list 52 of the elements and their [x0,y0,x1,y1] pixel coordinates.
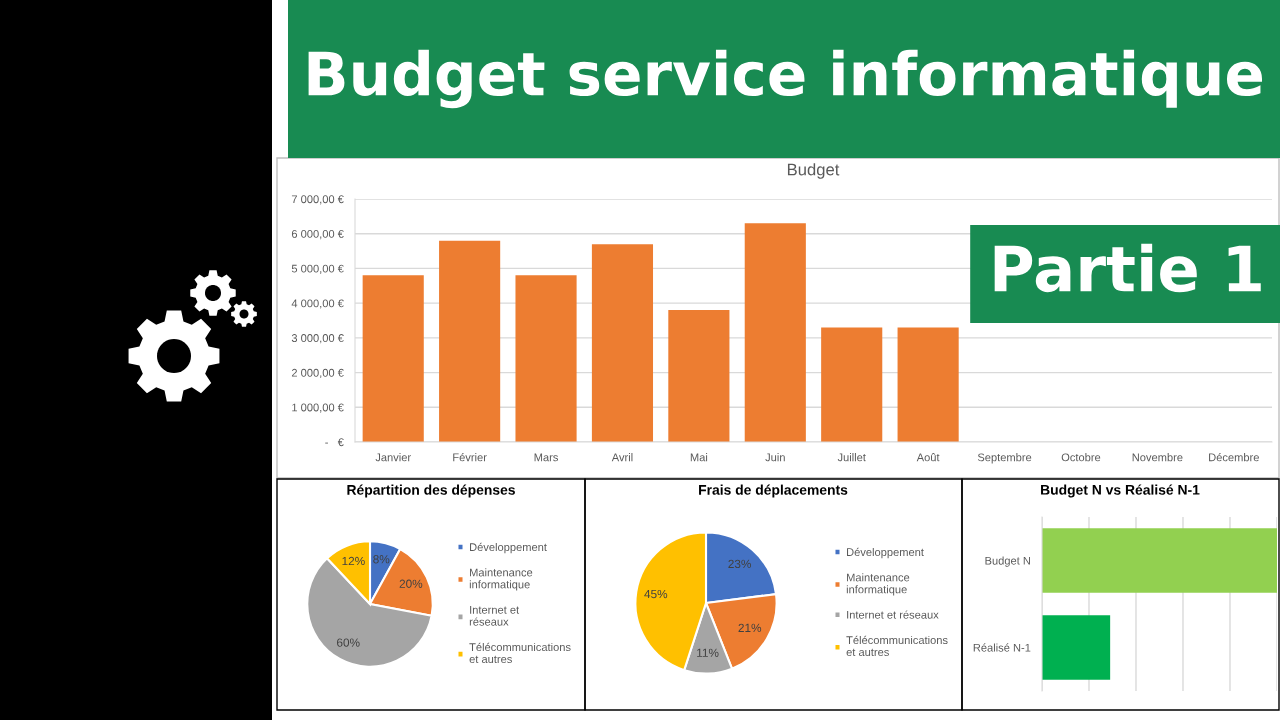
legend-label: Internet et réseaux [469,605,520,626]
data-label: 21% [738,623,762,632]
legend-label: Télécommunications et autres [469,642,571,664]
x-tick-label: Septembre [977,453,1032,464]
y-tick-label: Budget N [985,556,1030,567]
bar [897,327,959,442]
text: Budget service informatique [308,49,1262,109]
data-label: 8% [373,555,390,564]
legend-label: Télécommunications et autres [846,635,948,657]
bar [668,310,730,442]
x-tick-label: Juin [765,453,785,462]
bar [439,240,501,442]
y-tick-label: 7 000,00 € [291,195,344,205]
bar [744,223,806,442]
data-label: 60% [337,638,360,647]
data-label: 12% [342,556,365,566]
bar [591,244,654,442]
legend-label: Internet et réseaux [847,610,939,619]
x-tick-label: Mars [534,453,558,462]
x-tick-label: Novembre [1132,453,1183,462]
y-tick-label: - € [325,438,344,447]
legend-label: Développement [847,547,924,559]
chart-title: Frais de déplacements [699,484,848,498]
chart-title: Répartition des dépenses [347,484,515,498]
bar [515,275,577,442]
x-tick-label: Janvier [375,453,411,462]
legend-label: Maintenance informatique [846,573,910,596]
legend-label: Développement [470,542,547,554]
data-label: 23% [728,559,751,569]
x-tick-label: Avril [611,453,633,462]
y-tick-label: 3 000,00 € [291,334,344,344]
chart-title: Budget N vs Réalisé N-1 [1041,484,1200,498]
text: Partie 1 [994,243,1261,293]
y-tick-label: 6 000,00 € [291,229,344,240]
data-label: 11% [697,648,719,657]
y-tick-label: Réalisé N-1 [973,643,1031,652]
x-tick-label: Février [453,452,487,462]
chart-title: Budget [787,163,840,179]
x-tick-label: Août [916,453,940,462]
y-tick-label: 2 000,00 € [291,368,344,379]
x-tick-label: Mai [690,453,708,462]
y-tick-label: 1 000,00 € [292,403,344,413]
data-label: 45% [644,589,668,599]
bar [821,327,883,442]
x-tick-label: Décembre [1209,452,1259,462]
bar [362,275,424,442]
y-tick-label: 5 000,00 € [291,264,344,274]
y-tick-label: 4 000,00 € [291,299,344,309]
x-tick-label: Octobre [1061,453,1101,462]
x-tick-label: Juillet [837,453,866,462]
legend-label: Maintenance informatique [469,568,533,591]
data-label: 20% [399,579,423,588]
